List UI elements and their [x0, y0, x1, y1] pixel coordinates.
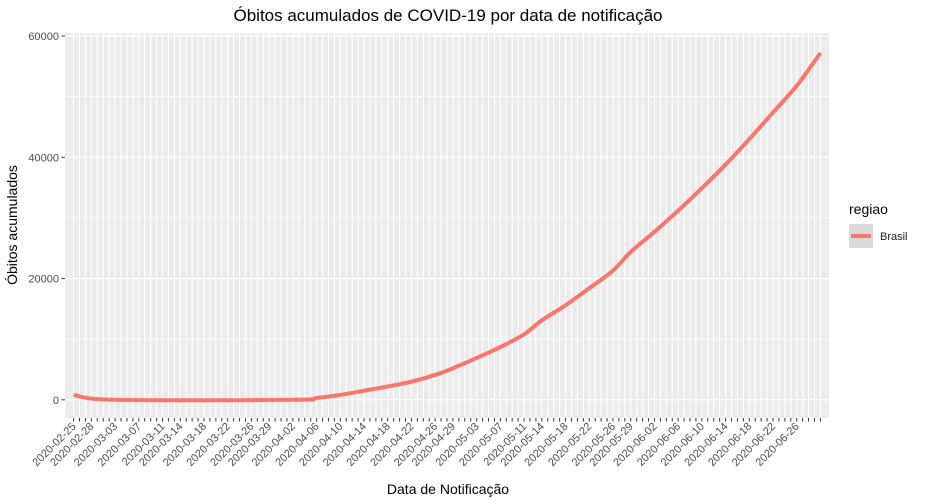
- y-tick-label: 20000: [28, 274, 59, 286]
- series-layer: [73, 51, 823, 403]
- x-axis-title: Data de Notificação: [387, 481, 509, 497]
- y-tick-label: 0: [53, 395, 59, 407]
- y-axis-title: Óbitos acumulados: [4, 165, 20, 285]
- legend-title: regiao: [849, 201, 888, 217]
- legend: regiao Brasil: [849, 201, 908, 248]
- gridlines-x: [73, 33, 821, 418]
- x-axis-ticks: 2020-02-252020-02-282020-03-032020-03-07…: [30, 418, 821, 469]
- chart-title: Óbitos acumulados de COVID-19 por data d…: [233, 6, 662, 25]
- y-tick-label: 60000: [28, 31, 59, 43]
- legend-label-brasil: Brasil: [880, 231, 908, 243]
- y-axis-ticks: 0 20000 40000 60000: [28, 31, 65, 407]
- series-line-brasil: [73, 51, 823, 403]
- y-tick-label: 40000: [28, 152, 59, 164]
